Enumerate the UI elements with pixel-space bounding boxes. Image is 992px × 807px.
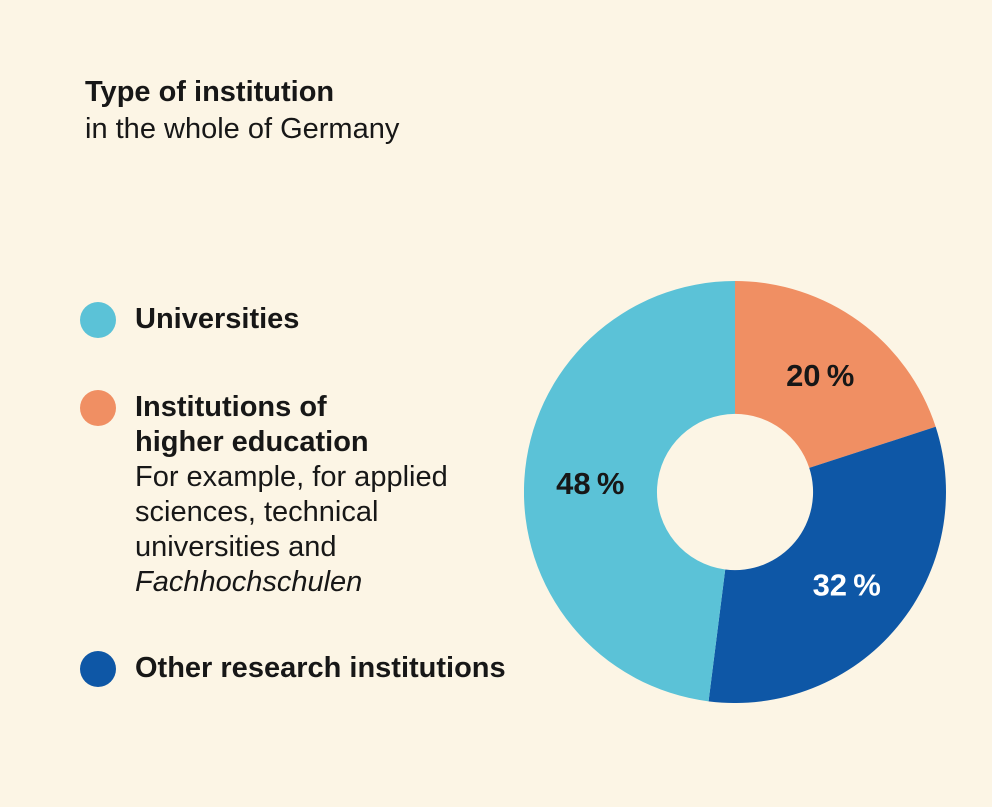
- legend-title: Universities: [135, 303, 300, 335]
- legend-swatch-universities-icon: [80, 302, 116, 338]
- donut-chart: 20 % 32 % 48 %: [524, 281, 946, 703]
- legend-item-higher-education: Institutions of higher education For exa…: [80, 390, 448, 600]
- page-title: Type of institution: [85, 76, 335, 108]
- donut-segment-2: [524, 281, 735, 702]
- legend-desc-line: universities and: [135, 531, 337, 563]
- donut-label-0: 20 %: [786, 358, 854, 393]
- donut-label-2: 48 %: [556, 466, 624, 501]
- donut-segment-0: [735, 281, 936, 468]
- legend-item-universities: Universities: [80, 302, 299, 338]
- legend-title-line: higher education: [135, 426, 369, 458]
- page-subtitle: in the whole of Germany: [85, 113, 400, 145]
- legend-desc-line: For example, for applied: [135, 461, 448, 493]
- donut-chart-svg: 20 % 32 % 48 %: [524, 281, 946, 703]
- legend-swatch-other-research-icon: [80, 651, 116, 687]
- legend-text-other-research: Other research institutions: [135, 651, 506, 686]
- legend-desc-line: sciences, technical: [135, 496, 379, 528]
- legend-title: Other research institutions: [135, 652, 506, 684]
- donut-label-1: 32 %: [813, 568, 881, 603]
- legend-text-higher-education: Institutions of higher education For exa…: [135, 390, 448, 600]
- donut-segment-1: [708, 426, 946, 703]
- legend-item-other-research: Other research institutions: [80, 651, 506, 687]
- legend-text-universities: Universities: [135, 302, 299, 337]
- legend-desc-italic: Fachhochschulen: [135, 566, 363, 598]
- legend-title-line: Institutions of: [135, 391, 327, 423]
- chart-header: Type of institution in the whole of Germ…: [85, 74, 399, 148]
- legend-swatch-higher-education-icon: [80, 390, 116, 426]
